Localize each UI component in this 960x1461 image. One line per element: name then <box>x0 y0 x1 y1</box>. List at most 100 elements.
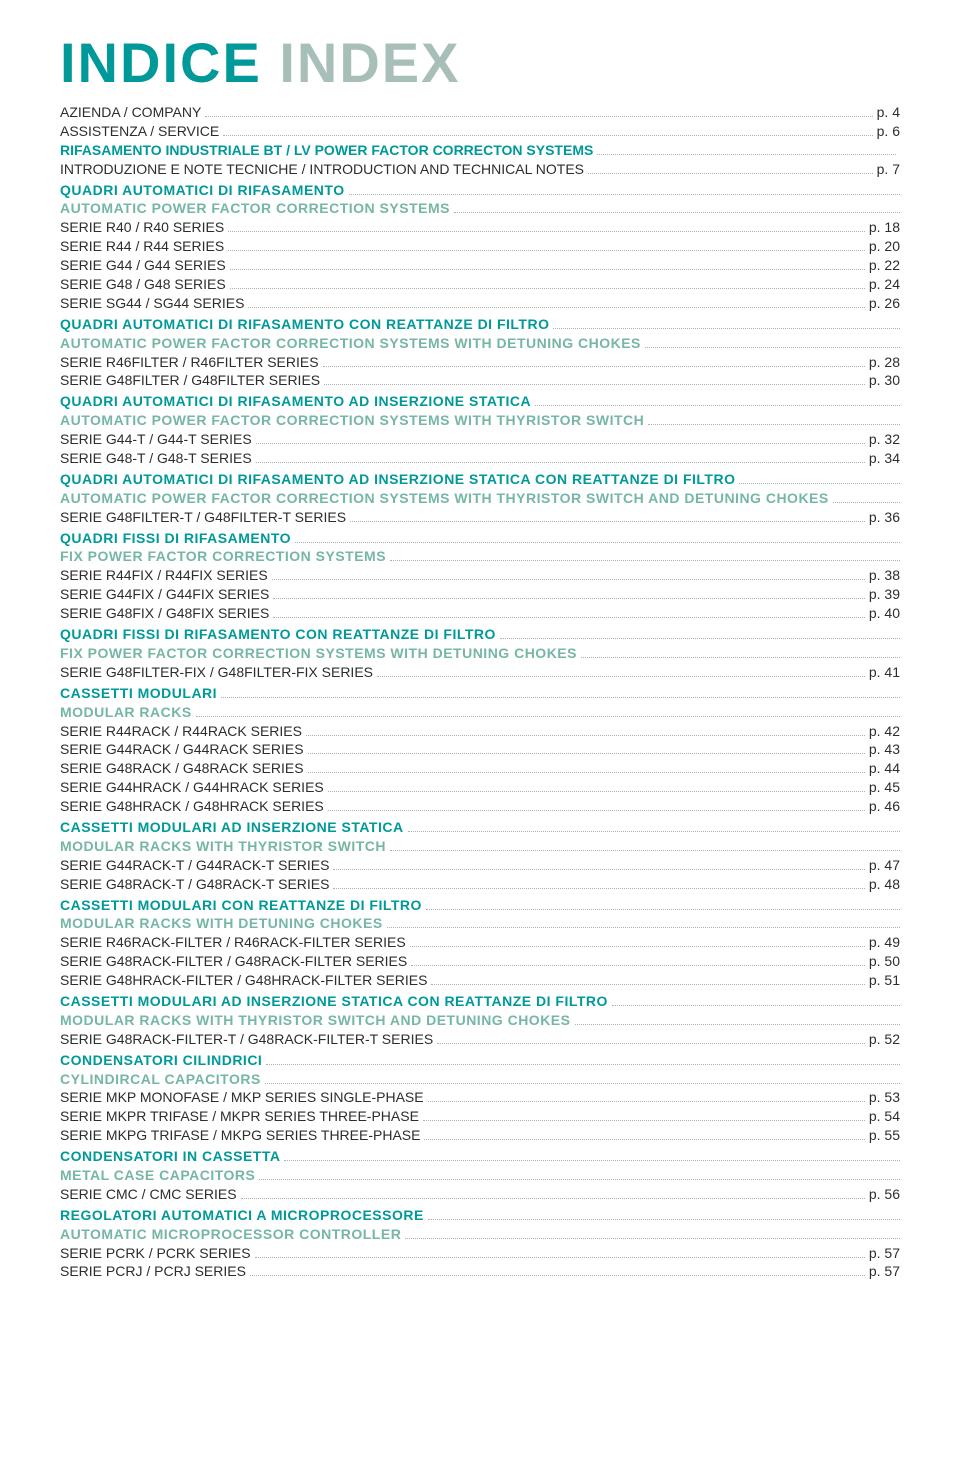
index-page: INDICE INDEX AZIENDA / COMPANY p. 4 ASSIST… <box>0 0 960 1321</box>
toc-row: SERIE G44HRACK / G44HRACK SERIESp. 45 <box>60 778 900 797</box>
toc-leader-dots <box>387 927 900 928</box>
toc-leader-dots <box>553 328 900 329</box>
toc-label: SERIE G44 / G44 SERIES <box>60 256 226 275</box>
toc-label: SERIE G48HRACK-FILTER / G48HRACK-FILTER … <box>60 971 427 990</box>
toc-label: SERIE PCRK / PCRK SERIES <box>60 1244 251 1263</box>
section-heading-en: AUTOMATIC POWER FACTOR CORRECTION SYSTEM… <box>60 199 450 218</box>
section-heading-it: CASSETTI MODULARI CON REATTANZE DI FILTR… <box>60 896 422 915</box>
toc-page-number: p. 49 <box>869 933 900 952</box>
toc-page-number: p. 41 <box>869 663 900 682</box>
toc-page-number: p. 7 <box>877 160 900 179</box>
section-heading-en: AUTOMATIC POWER FACTOR CORRECTION SYSTEM… <box>60 334 641 353</box>
toc-row: SERIE SG44 / SG44 SERIESp. 26 <box>60 294 900 313</box>
section-heading: CASSETTI MODULARIMODULAR RACKS <box>60 684 900 722</box>
toc-row: SERIE G48RACK-FILTER-T / G48RACK-FILTER-… <box>60 1030 900 1049</box>
title-index: INDEX <box>279 31 460 94</box>
toc-page-number: p. 52 <box>869 1030 900 1049</box>
section-heading: CONDENSATORI IN CASSETTAMETAL CASE CAPAC… <box>60 1147 900 1185</box>
section-heading: QUADRI FISSI DI RIFASAMENTO CON REATTANZ… <box>60 625 900 663</box>
toc-row: SERIE G48RACK-T / G48RACK-T SERIES p. 48 <box>60 875 900 894</box>
toc-page-number: p. 57 <box>869 1244 900 1263</box>
toc-label: SERIE MKPR TRIFASE / MKPR SERIES THREE-P… <box>60 1107 419 1126</box>
toc-leader-dots <box>437 1043 865 1044</box>
toc-leader-dots <box>428 1101 865 1102</box>
section-heading-it: CONDENSATORI CILINDRICI <box>60 1051 262 1070</box>
section-heading-en: MODULAR RACKS WITH DETUNING CHOKES <box>60 914 383 933</box>
toc-leader-dots <box>405 1238 900 1239</box>
toc-page-number: p. 26 <box>869 294 900 313</box>
toc-page-number: p. 32 <box>869 430 900 449</box>
section-heading: QUADRI AUTOMATICI DI RIFASAMENTO AD INSE… <box>60 392 900 430</box>
toc-row: INTRODUZIONE E NOTE TECNICHE / INTRODUCT… <box>60 160 900 179</box>
toc-leader-dots <box>259 1179 900 1180</box>
toc-leader-dots <box>223 135 872 136</box>
toc-page-number: p. 39 <box>869 585 900 604</box>
toc-label: ASSISTENZA / SERVICE <box>60 122 219 141</box>
toc-leader-dots <box>248 307 864 308</box>
toc-label: SERIE G48-T / G48-T SERIES <box>60 449 252 468</box>
toc-label: SERIE G48RACK-T / G48RACK-T SERIES <box>60 875 329 894</box>
toc-row: SERIE G48 / G48 SERIESp. 24 <box>60 275 900 294</box>
toc-page-number: p. 4 <box>877 103 900 122</box>
toc-leader-dots <box>597 154 896 155</box>
toc-label: SERIE G48HRACK / G48HRACK SERIES <box>60 797 324 816</box>
toc-page-number: p. 54 <box>869 1107 900 1126</box>
toc-page-number: p. 43 <box>869 740 900 759</box>
toc-leader-dots <box>390 560 900 561</box>
toc-leader-dots <box>333 888 864 889</box>
toc-row: SERIE G44-T / G44-T SERIES p. 32 <box>60 430 900 449</box>
toc-row: SERIE G48FILTER-FIX / G48FILTER-FIX SERI… <box>60 663 900 682</box>
toc-leader-dots <box>410 946 865 947</box>
toc-leader-dots <box>256 462 865 463</box>
section-heading-en: FIX POWER FACTOR CORRECTION SYSTEMS WITH… <box>60 644 577 663</box>
toc-leader-dots <box>265 1083 900 1084</box>
toc-row: SERIE PCRK / PCRK SERIES p. 57 <box>60 1244 900 1263</box>
toc-leader-dots <box>581 657 900 658</box>
page-title: INDICE INDEX <box>60 30 900 95</box>
toc-label: SERIE MKP MONOFASE / MKP SERIES SINGLE-P… <box>60 1088 424 1107</box>
toc-leader-dots <box>411 965 865 966</box>
section-heading: QUADRI AUTOMATICI DI RIFASAMENTO CON REA… <box>60 315 900 353</box>
toc-row: SERIE G44 / G44 SERIESp. 22 <box>60 256 900 275</box>
toc-leader-dots <box>241 1198 865 1199</box>
section-heading-it: CASSETTI MODULARI AD INSERZIONE STATICA <box>60 818 404 837</box>
toc-page-number: p. 6 <box>877 122 900 141</box>
toc-leader-dots <box>308 772 865 773</box>
toc-heading-row: RIFASAMENTO INDUSTRIALE BT / LV POWER FA… <box>60 141 900 160</box>
toc-page-number: p. 56 <box>869 1185 900 1204</box>
toc-page-number: p. 57 <box>869 1262 900 1281</box>
toc-label: AZIENDA / COMPANY <box>60 103 201 122</box>
toc-row: SERIE MKPG TRIFASE / MKPG SERIES THREE-P… <box>60 1126 900 1145</box>
toc-label: SERIE R44 / R44 SERIES <box>60 237 224 256</box>
toc-page-number: p. 48 <box>869 875 900 894</box>
toc-row: SERIE R40 / R40 SERIESp. 18 <box>60 218 900 237</box>
toc-leader-dots <box>205 116 872 117</box>
toc-row: SERIE G44RACK-T / G44RACK-T SERIESp. 47 <box>60 856 900 875</box>
toc-leader-dots <box>424 1139 864 1140</box>
toc-row: SERIE G48FIX / G48FIX SERIESp. 40 <box>60 604 900 623</box>
toc-leader-dots <box>328 791 865 792</box>
section-heading: CASSETTI MODULARI AD INSERZIONE STATICA … <box>60 992 900 1030</box>
toc-leader-dots <box>323 366 865 367</box>
section-heading-en: AUTOMATIC POWER FACTOR CORRECTION SYSTEM… <box>60 489 829 508</box>
toc-row: SERIE G48FILTER / G48FILTER SERIESp. 30 <box>60 371 900 390</box>
toc-page-number: p. 30 <box>869 371 900 390</box>
toc-page-number: p. 18 <box>869 218 900 237</box>
toc-leader-dots <box>423 1120 865 1121</box>
section-heading: QUADRI AUTOMATICI DI RIFASAMENTOAUTOMATI… <box>60 181 900 219</box>
section-heading-it: QUADRI FISSI DI RIFASAMENTO <box>60 529 291 548</box>
toc-page-number: p. 44 <box>869 759 900 778</box>
toc-leader-dots <box>431 984 864 985</box>
toc-leader-dots <box>833 502 900 503</box>
toc-label: SERIE G44RACK-T / G44RACK-T SERIES <box>60 856 329 875</box>
toc-leader-dots <box>333 869 864 870</box>
toc-row: SERIE G48HRACK / G48HRACK SERIES p. 46 <box>60 797 900 816</box>
toc-page-number: p. 46 <box>869 797 900 816</box>
section-heading: QUADRI FISSI DI RIFASAMENTOFIX POWER FAC… <box>60 529 900 567</box>
toc-row: SERIE MKP MONOFASE / MKP SERIES SINGLE-P… <box>60 1088 900 1107</box>
toc-label: SERIE G44-T / G44-T SERIES <box>60 430 252 449</box>
toc-leader-dots <box>250 1275 865 1276</box>
toc-row: SERIE G48RACK-FILTER / G48RACK-FILTER SE… <box>60 952 900 971</box>
section-heading-en: MODULAR RACKS WITH THYRISTOR SWITCH AND … <box>60 1011 571 1030</box>
section-heading-en: FIX POWER FACTOR CORRECTION SYSTEMS <box>60 547 386 566</box>
